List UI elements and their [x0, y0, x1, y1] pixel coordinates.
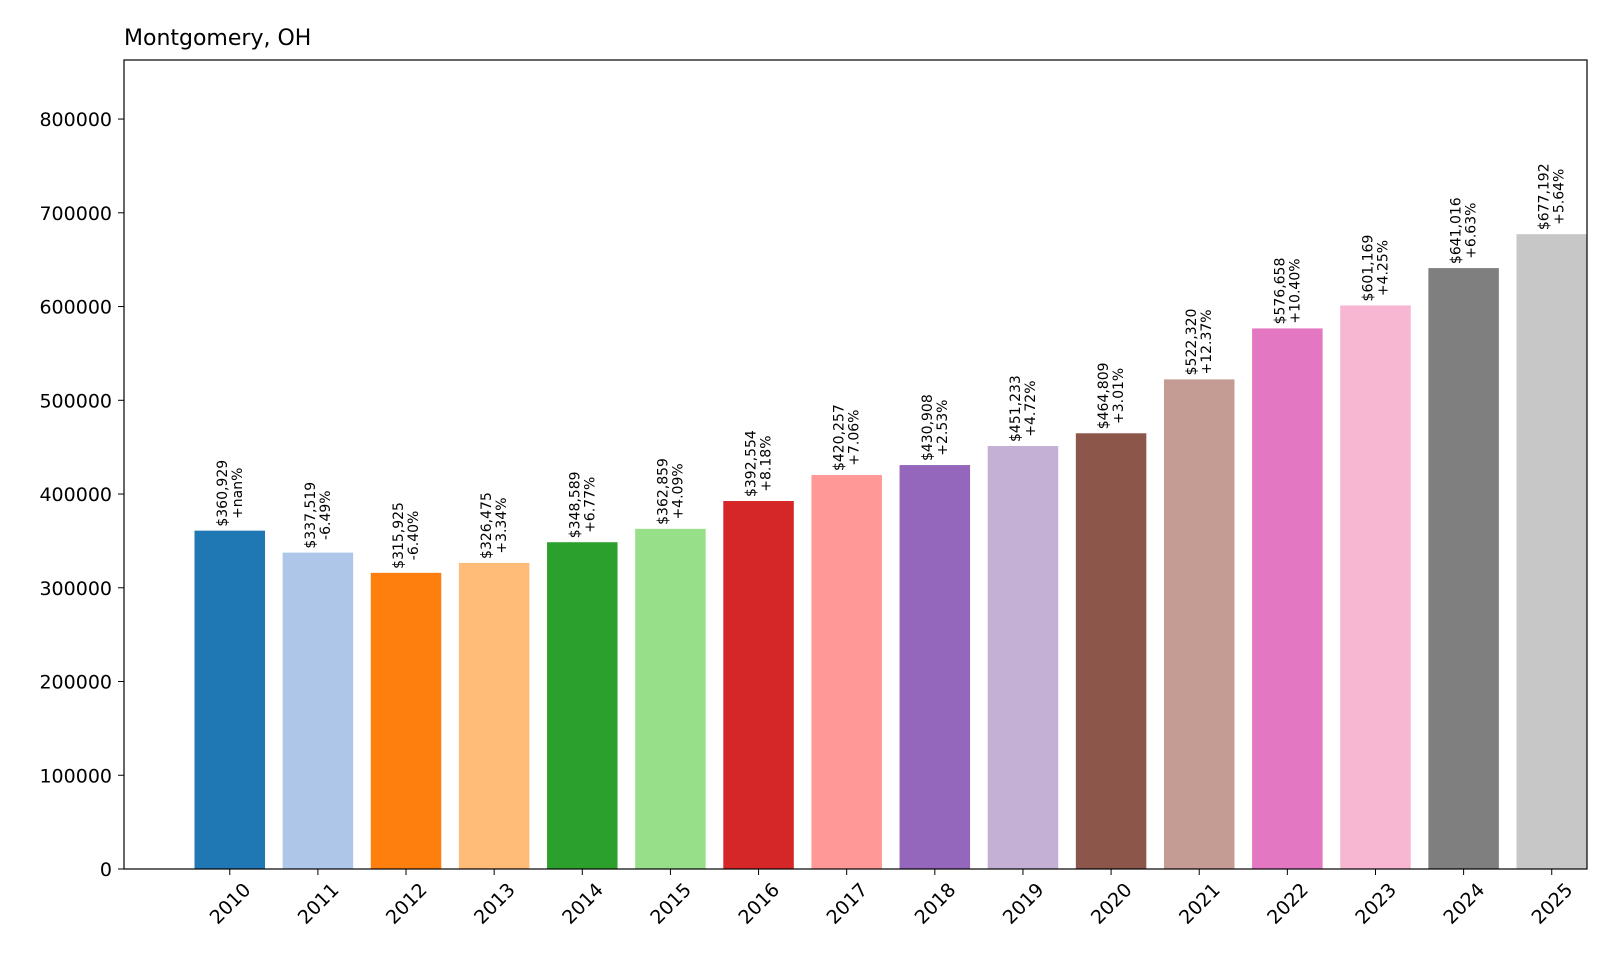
- x-tick-label-2010: 2010: [206, 879, 256, 929]
- y-tick-label: 300000: [39, 578, 112, 600]
- x-tick-label-2022: 2022: [1263, 879, 1313, 929]
- bar-2013: [458, 562, 530, 869]
- bar-label-2023: $601,169+4.25%: [1360, 235, 1391, 302]
- bar-value-label: $601,169: [1360, 235, 1376, 302]
- bar-value-label: $420,257: [832, 404, 848, 471]
- bar-value-label: $315,925: [391, 502, 407, 569]
- bar-label-2010: $360,929+nan%: [215, 460, 246, 527]
- bar-label-2020: $464,809+3.01%: [1096, 362, 1127, 429]
- bar-2025: [1516, 234, 1587, 870]
- bar-change-label: +4.25%: [1375, 240, 1391, 296]
- bar-change-label: +6.63%: [1464, 203, 1480, 259]
- bar-change-label: +8.18%: [759, 435, 775, 491]
- bar-2014: [547, 542, 618, 869]
- bar-2023: [1340, 305, 1411, 869]
- bar-label-2013: $326,475+3.34%: [479, 492, 510, 559]
- x-tick-label-2013: 2013: [470, 879, 520, 929]
- bar-change-label: -6.49%: [318, 490, 334, 540]
- bar-2017: [811, 475, 882, 869]
- bar-value-label: $677,192: [1537, 163, 1553, 230]
- bar-value-label: $522,320: [1184, 309, 1200, 376]
- x-tick-label-2018: 2018: [911, 879, 961, 929]
- bar-change-label: +5.64%: [1552, 169, 1568, 225]
- bar-value-label: $392,554: [744, 430, 760, 497]
- bar-value-label: $464,809: [1096, 362, 1112, 429]
- bar-change-label: +7.06%: [847, 410, 863, 466]
- bar-2010: [194, 530, 266, 869]
- bar-change-label: +2.53%: [935, 400, 951, 456]
- x-tick-label-2016: 2016: [734, 879, 784, 929]
- bar-2020: [1075, 433, 1147, 869]
- y-tick-label: 600000: [39, 297, 112, 319]
- bar-2022: [1252, 328, 1323, 869]
- bar-value-label: $451,233: [1008, 375, 1024, 442]
- bar-change-label: +3.34%: [494, 497, 510, 553]
- x-tick-label-2019: 2019: [999, 879, 1049, 929]
- x-tick-label-2021: 2021: [1175, 879, 1225, 929]
- bar-2015: [635, 528, 706, 869]
- bar-label-2021: $522,320+12.37%: [1184, 309, 1215, 376]
- bar-label-2018: $430,908+2.53%: [920, 394, 951, 461]
- bar-2021: [1163, 379, 1235, 869]
- x-tick-label-2025: 2025: [1528, 879, 1578, 929]
- x-tick-label-2011: 2011: [294, 879, 344, 929]
- x-tick-label-2020: 2020: [1087, 879, 1137, 929]
- bar-change-label: +10.40%: [1287, 258, 1303, 323]
- bar-label-2017: $420,257+7.06%: [832, 404, 863, 471]
- bar-value-label: $326,475: [479, 492, 495, 559]
- bar-label-2022: $576,658+10.40%: [1272, 258, 1303, 325]
- x-tick-label-2014: 2014: [558, 879, 608, 929]
- bar-label-2024: $641,016+6.63%: [1449, 197, 1480, 264]
- bar-2018: [899, 465, 971, 869]
- bar-label-2025: $677,192+5.64%: [1537, 163, 1568, 230]
- bar-change-label: +4.09%: [670, 463, 686, 519]
- bar-value-label: $360,929: [215, 460, 231, 527]
- y-tick-label: 800000: [39, 109, 112, 131]
- plot-frame: [123, 59, 1588, 870]
- y-tick-label: 0: [100, 859, 112, 881]
- bar-2012: [370, 572, 442, 869]
- bar-label-2016: $392,554+8.18%: [744, 430, 775, 497]
- y-tick-label: 100000: [39, 765, 112, 787]
- chart-title: Montgomery, OH: [124, 26, 311, 51]
- bar-label-2015: $362,859+4.09%: [655, 458, 686, 525]
- x-tick-label-2015: 2015: [646, 879, 696, 929]
- plot-area: $360,929+nan% $337,519-6.49% $315,925-6.40…: [194, 163, 1587, 870]
- bar-label-2019: $451,233+4.72%: [1008, 375, 1039, 442]
- x-tick-label-2024: 2024: [1439, 879, 1489, 929]
- bar-value-label: $362,859: [655, 458, 671, 525]
- bar-change-label: +12.37%: [1199, 309, 1215, 374]
- bar-value-label: $337,519: [303, 482, 319, 549]
- x-tick-label-2023: 2023: [1351, 879, 1401, 929]
- y-tick-label: 500000: [39, 390, 112, 412]
- bar-change-label: +4.72%: [1023, 380, 1039, 436]
- y-axis: 0 100000 200000 300000 400000 500000 600000 700…: [39, 109, 124, 881]
- bar-value-label: $430,908: [920, 394, 936, 461]
- bar-change-label: -6.40%: [406, 511, 422, 561]
- y-tick-label: 200000: [39, 672, 112, 694]
- bar-2011: [282, 552, 354, 869]
- x-tick-label-2017: 2017: [822, 879, 872, 929]
- bar-value-label: $348,589: [567, 471, 583, 538]
- bar-value-label: $576,658: [1272, 258, 1288, 325]
- bar-label-2012: $315,925-6.40%: [391, 502, 422, 569]
- bar-change-label: +nan%: [230, 468, 246, 519]
- x-axis: 2010 2011 2012 2013 2014 2015 2016 2017 2018 2019…: [206, 869, 1578, 929]
- bar-label-2011: $337,519-6.49%: [303, 482, 334, 549]
- bar-change-label: +6.77%: [582, 477, 598, 533]
- bar-value-label: $641,016: [1449, 197, 1465, 264]
- y-tick-label: 700000: [39, 203, 112, 225]
- bar-2019: [987, 446, 1059, 869]
- bar-2016: [723, 501, 794, 869]
- y-tick-label: 400000: [39, 484, 112, 506]
- x-tick-label-2012: 2012: [382, 879, 432, 929]
- bar-change-label: +3.01%: [1111, 368, 1127, 424]
- bar-2024: [1428, 268, 1499, 869]
- bar-label-2014: $348,589+6.77%: [567, 471, 598, 538]
